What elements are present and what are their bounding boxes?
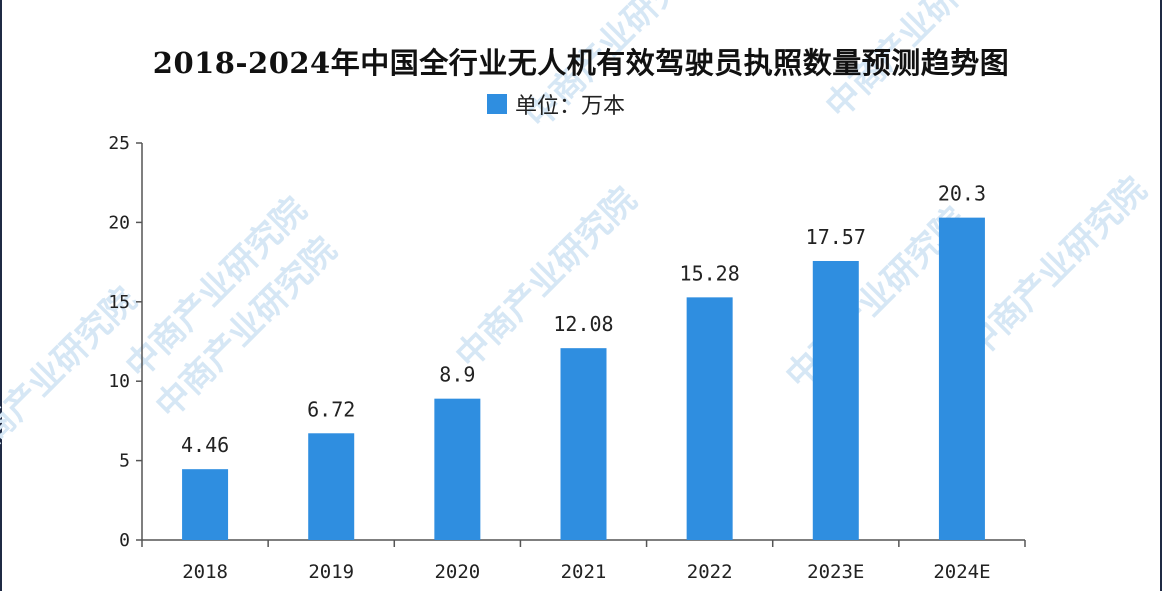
data-label: 20.3 [938, 182, 986, 206]
y-tick-label: 20 [108, 212, 130, 233]
legend: 单位：万本 [487, 88, 625, 120]
left-border-line [0, 0, 2, 591]
legend-label: 单位：万本 [515, 94, 626, 119]
y-tick-label: 15 [108, 292, 130, 313]
bar-2024E [938, 217, 985, 541]
label-layer: 4.46 2018 6.72 2019 8.9 2020 12.08 2021 15.28 202… [181, 182, 991, 583]
bar-layer [182, 217, 985, 541]
x-tick-label: 2022 [687, 561, 733, 583]
data-label: 4.46 [181, 433, 229, 457]
x-tick-label: 2021 [561, 561, 607, 583]
watermark-text: 中商产业研究院 [448, 180, 645, 377]
bar-2019 [308, 433, 355, 540]
x-tick-label: 2019 [308, 561, 354, 583]
y-tick-label: 10 [108, 371, 130, 392]
bar-2021 [560, 348, 607, 540]
data-label: 17.57 [806, 225, 866, 249]
x-tick-label: 2020 [434, 561, 480, 583]
legend-swatch [487, 94, 507, 114]
y-tick-label: 25 [108, 133, 130, 154]
data-label: 8.9 [439, 363, 475, 387]
x-tick-label: 2023E [807, 561, 864, 583]
y-tick-label: 5 [119, 451, 130, 472]
bar-2018 [182, 469, 229, 540]
chart-title: 2018-2024年中国全行业无人机有效驾驶员执照数量预测趋势图 [152, 46, 1010, 80]
data-label: 6.72 [307, 397, 355, 421]
data-label: 12.08 [553, 312, 613, 336]
right-border-line [1160, 0, 1162, 591]
bar-2023E [812, 260, 859, 540]
x-tick-label: 2024E [933, 561, 990, 583]
data-label: 15.28 [680, 261, 740, 285]
y-tick-label: 0 [119, 530, 130, 551]
watermark-text: 中商产业研究院 [958, 170, 1155, 367]
x-tick-label: 2018 [182, 561, 228, 583]
bar-2020 [434, 398, 481, 540]
bar-2022 [686, 297, 733, 540]
